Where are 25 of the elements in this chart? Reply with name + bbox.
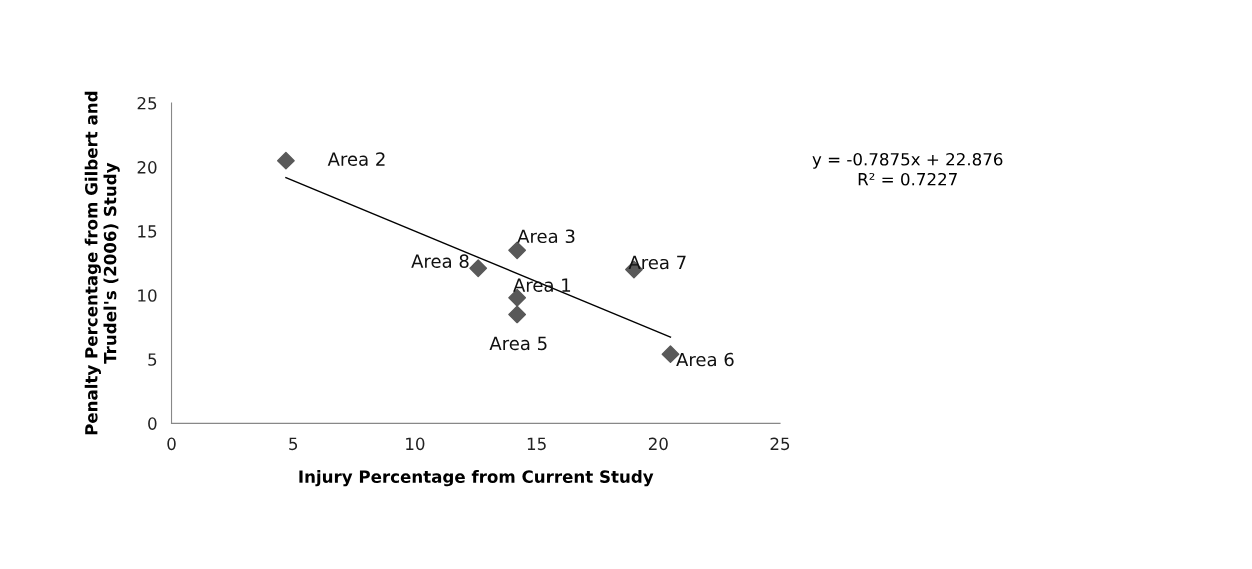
annotation: Area 6 [676,352,734,367]
y-tick-label: 10 [138,289,157,302]
annotation: Area 5 [489,336,547,351]
x-tick-label: 10 [406,437,425,451]
annotation: Area 7 [628,255,686,270]
point [508,305,527,324]
x-tick-label: 0 [167,437,176,451]
x-tick-label: 5 [289,437,298,451]
y-axis-title: Penalty Percentage from Gilbert and Trudel's (2006) Study [84,91,120,435]
point [508,241,527,260]
y-tick-label: 20 [137,161,157,174]
y-tick-label: 5 [148,353,157,366]
y-tick-label: 25 [137,96,157,110]
y-tick-label: 0 [148,417,157,430]
point [277,151,295,170]
x-tick-label: 15 [527,437,546,451]
point [469,259,488,278]
x-tick-label: 25 [770,437,790,451]
x-axis-title: Injury Percentage from Current Study [299,470,654,487]
text: y = -0.7875x + 22.876 R² = 0.7227 [812,152,1003,186]
annotation: Area 3 [517,229,575,244]
annotation: Area 2 [327,152,385,166]
x-tick-label: 20 [648,437,668,451]
annotation: Area 8 [411,254,469,268]
y-tick-label: 15 [138,225,157,238]
